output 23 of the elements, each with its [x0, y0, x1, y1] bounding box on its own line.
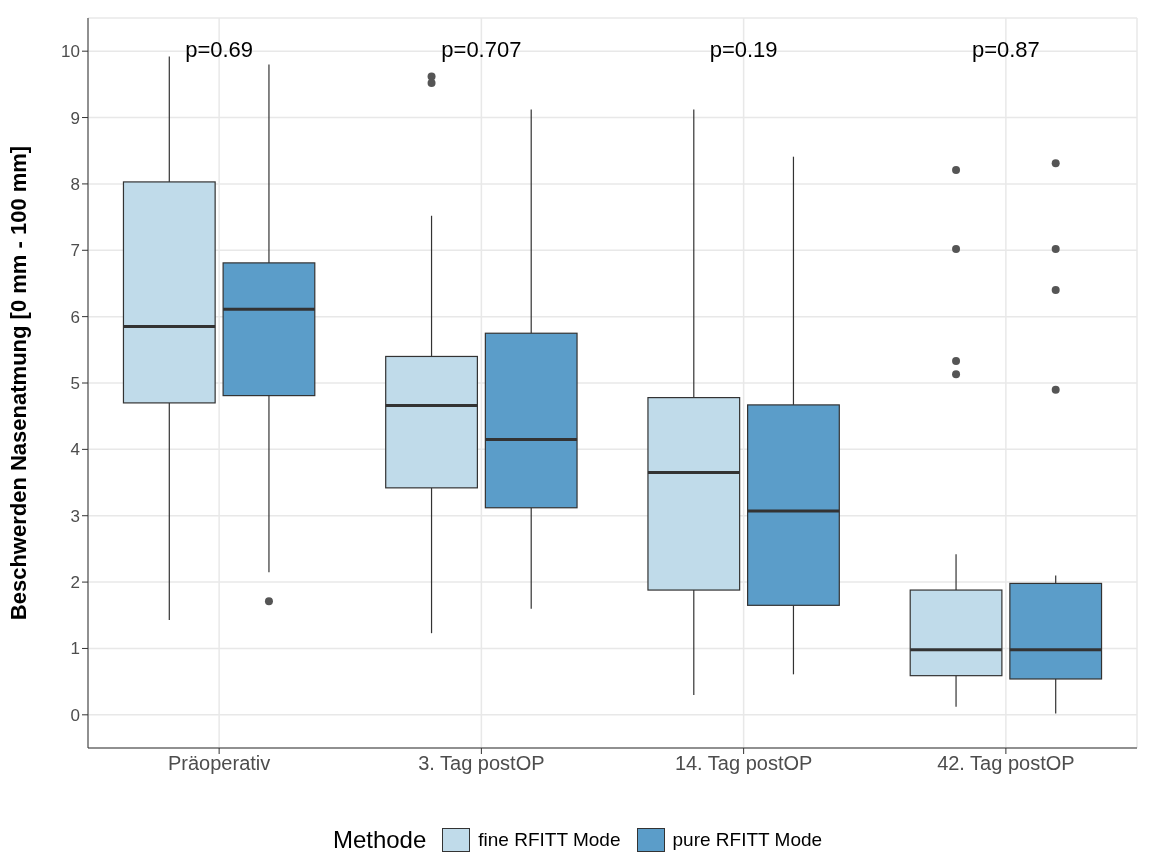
legend-label: fine RFITT Mode [478, 829, 621, 851]
x-tick-label: Präoperativ [167, 752, 271, 775]
y-tick-label: 2 [70, 573, 80, 593]
annotation: p=0.69 [185, 36, 254, 62]
y-tick-label: 0 [70, 705, 80, 725]
annotation: p=0.707 [441, 36, 522, 62]
y-axis-title: Beschwerden Nasenatmung [0 mm - 100 mm] [5, 145, 31, 621]
y-tick-label: 3 [70, 506, 80, 526]
x-tick-label: 3. Tag postOP [418, 752, 545, 775]
y-tick-label: 10 [61, 42, 80, 62]
x-tick-label: 42. Tag postOP [937, 752, 1075, 775]
legend-label: pure RFITT Mode [672, 829, 823, 851]
annotation: p=0.87 [971, 36, 1040, 62]
x-tick-label: 14. Tag postOP [674, 752, 813, 775]
annotation: p=0.19 [709, 36, 778, 62]
y-tick-label: 7 [70, 241, 80, 261]
y-tick-label: 5 [70, 374, 80, 394]
y-tick-label: 4 [70, 440, 80, 460]
y-tick-label: 1 [70, 639, 80, 659]
y-tick-label: 6 [70, 307, 80, 327]
y-tick-label: 9 [70, 108, 80, 128]
y-tick-label: 8 [70, 174, 80, 194]
legend-title: Methode [332, 826, 427, 854]
